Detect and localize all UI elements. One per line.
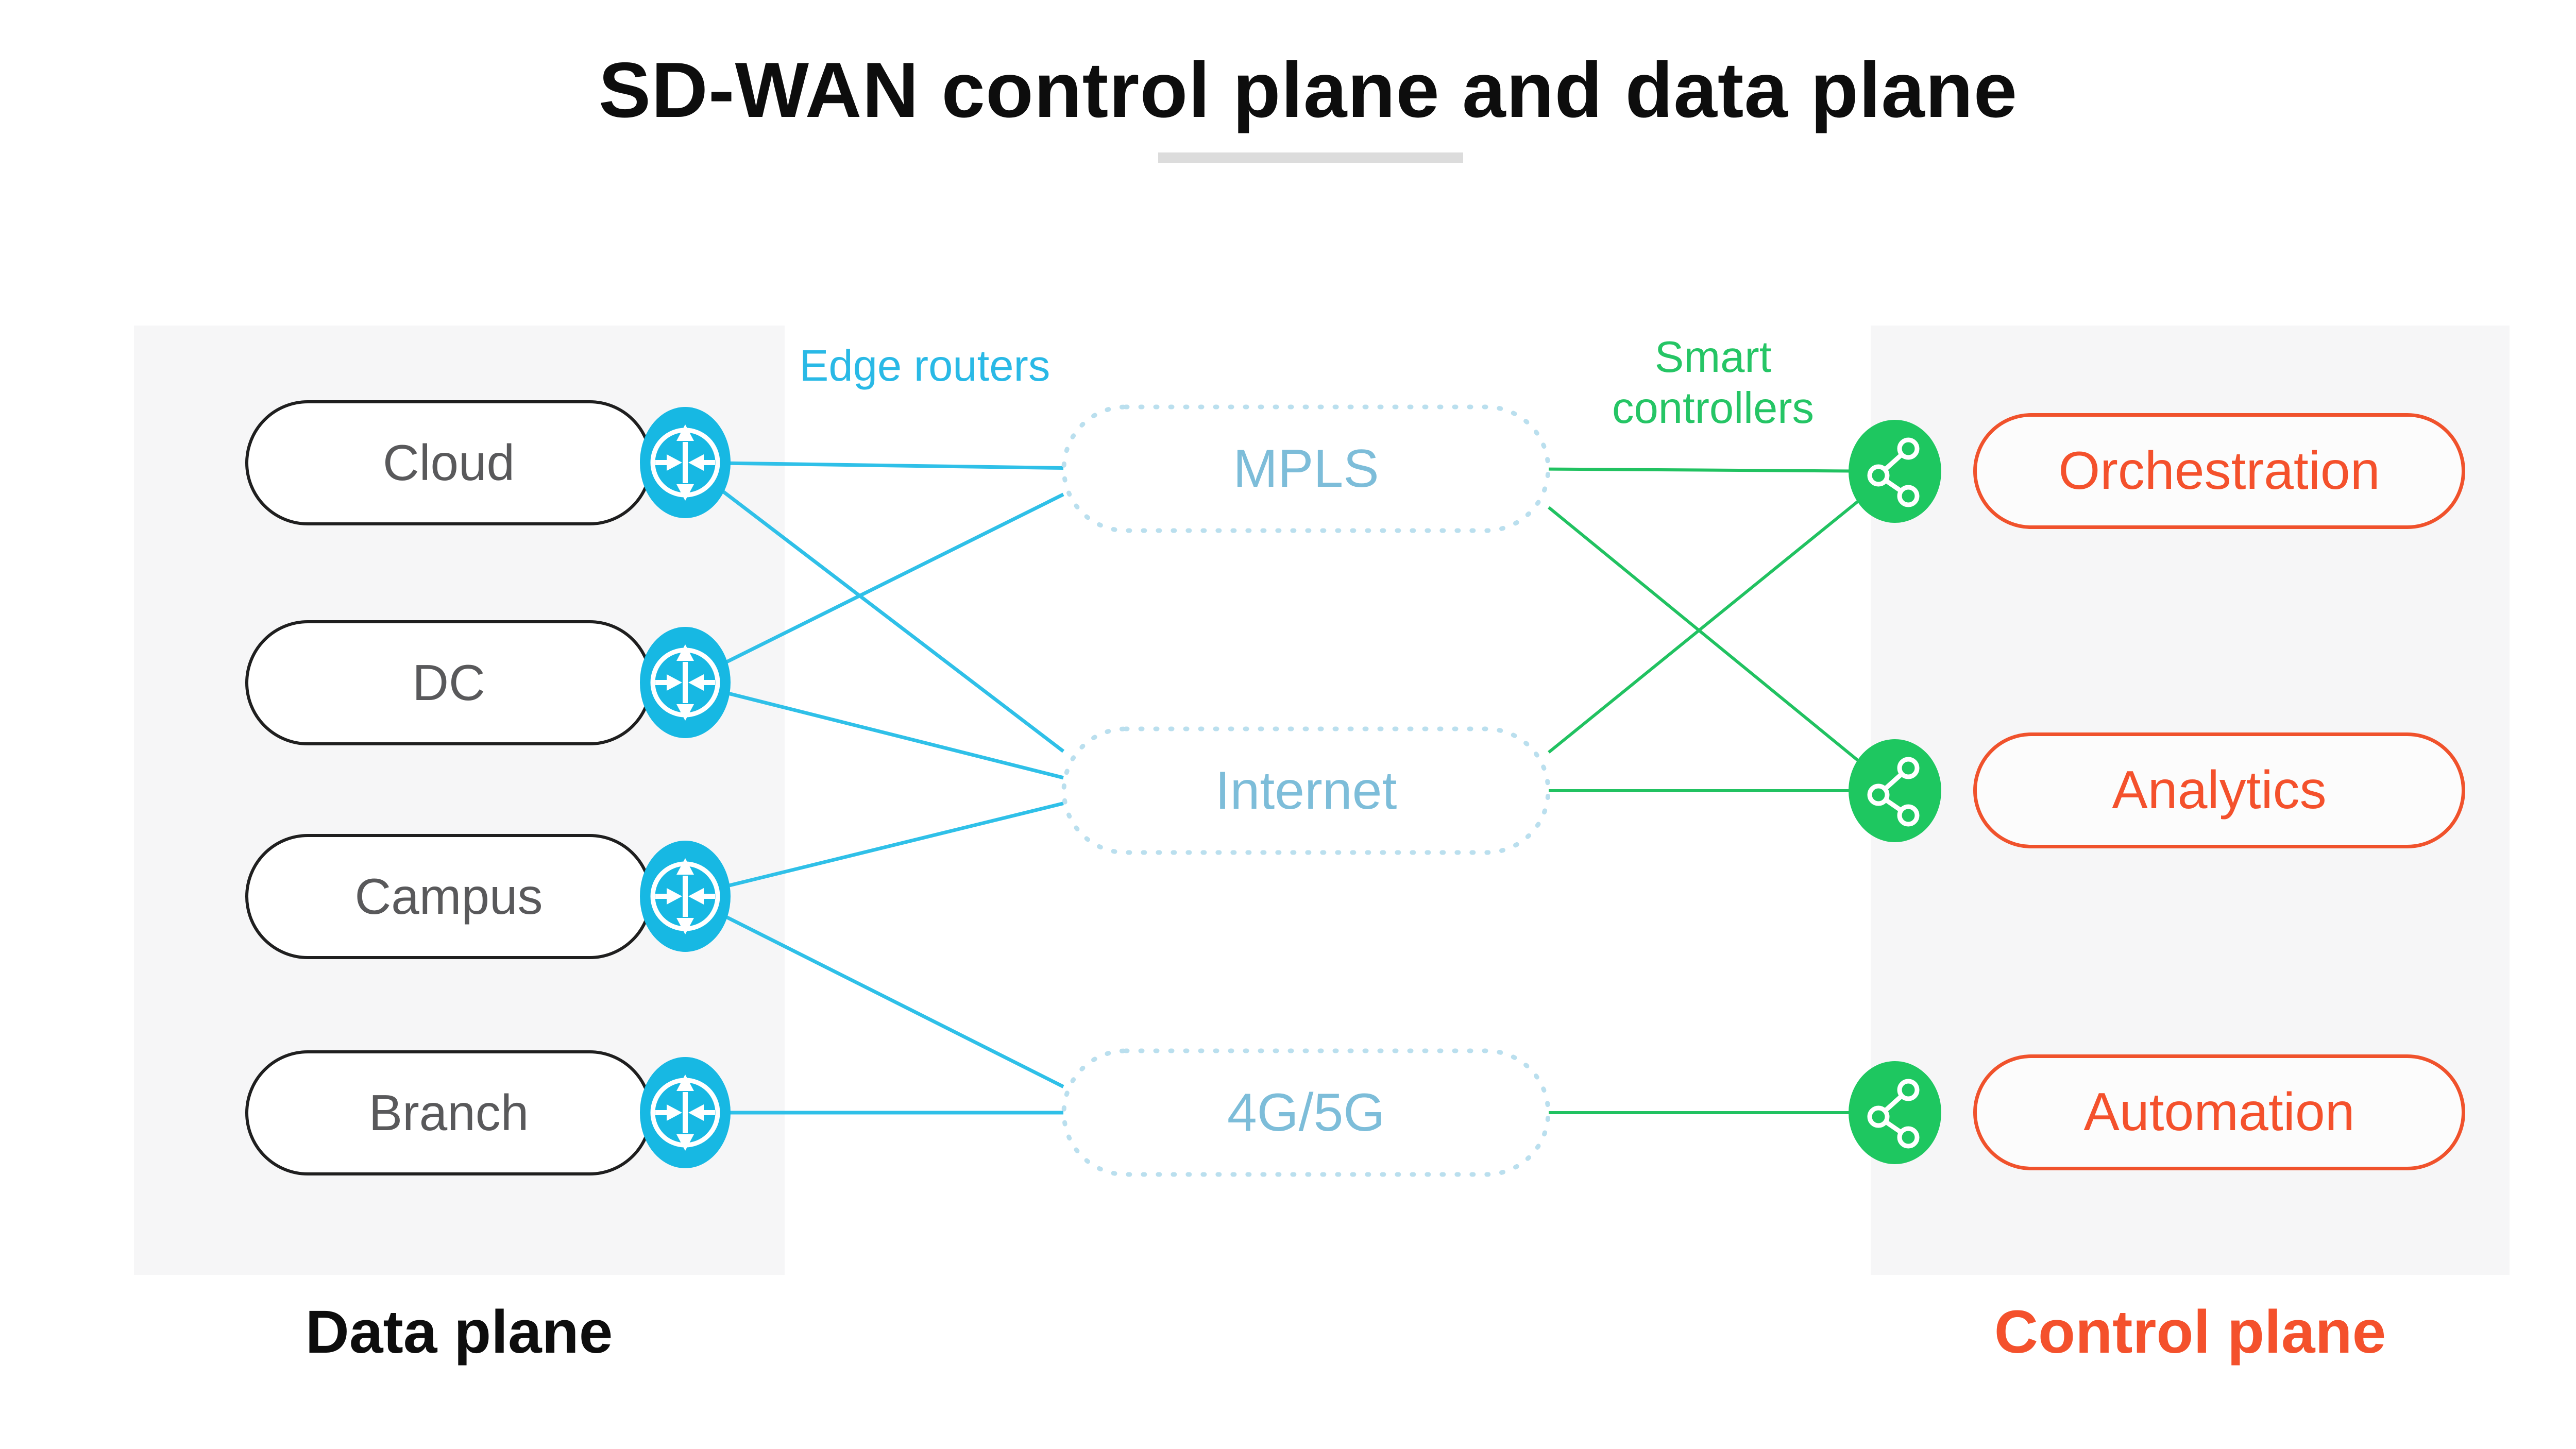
transport-boxes (1061, 404, 1551, 1177)
site-box-branch: Branch (245, 1050, 652, 1175)
site-label: Branch (368, 1084, 529, 1141)
smart-controller-links (1548, 467, 1896, 1114)
service-box-automation: Automation (1973, 1054, 2465, 1170)
service-box-analytics: Analytics (1973, 732, 2465, 848)
transport-label-4g5g: 4G/5G (1227, 1082, 1385, 1143)
site-box-cloud: Cloud (245, 400, 652, 525)
service-label: Orchestration (2058, 441, 2380, 501)
edge-link (684, 461, 1065, 753)
control-plane-label: Control plane (1994, 1298, 2386, 1366)
edge-link (685, 461, 1064, 470)
service-box-orchestration: Orchestration (1973, 413, 2465, 529)
edge-routers-label: Edge routers (799, 342, 1050, 390)
router-icon (634, 401, 737, 527)
controller-link (1548, 467, 1895, 473)
site-label: Campus (354, 868, 543, 925)
site-label: DC (412, 654, 485, 711)
edge-link (685, 802, 1064, 898)
edge-link (684, 492, 1064, 685)
service-label: Analytics (2112, 760, 2327, 820)
site-label: Cloud (382, 434, 515, 491)
page-title: SD-WAN control plane and data plane (598, 46, 2018, 134)
4g5g-box (1061, 1048, 1551, 1177)
edge-link (684, 894, 1064, 1088)
data-plane-label: Data plane (305, 1298, 613, 1366)
controller-link (1548, 506, 1896, 792)
router-icon (634, 834, 737, 961)
router-icon (634, 621, 737, 747)
internet-box (1061, 726, 1551, 855)
share-network-icon (1843, 417, 1946, 528)
share-network-icon (1843, 1059, 1946, 1169)
router-icon (634, 1051, 737, 1177)
site-box-campus: Campus (245, 834, 652, 959)
service-label: Automation (2083, 1082, 2355, 1142)
site-box-dc: DC (245, 620, 652, 745)
share-network-icon (1843, 737, 1946, 847)
transport-label-mpls: MPLS (1233, 438, 1379, 499)
controller-link (1548, 470, 1896, 754)
edge-link (685, 680, 1064, 780)
transport-label-internet: Internet (1215, 760, 1397, 821)
title-underline-decoration (1158, 152, 1463, 163)
smart-controllers-label: Smart controllers (1612, 333, 1815, 433)
edge-router-links (684, 461, 1065, 1115)
mpls-box (1061, 404, 1551, 533)
